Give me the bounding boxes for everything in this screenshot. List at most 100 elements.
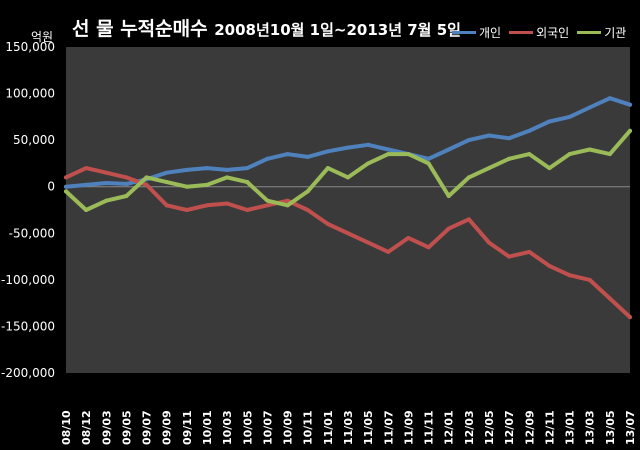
data-point-0 bbox=[184, 167, 189, 172]
legend-swatch-institution bbox=[577, 31, 602, 34]
data-point-1 bbox=[265, 203, 270, 208]
data-point-1 bbox=[426, 245, 431, 250]
x-tick-label: 11/11 bbox=[423, 410, 436, 445]
x-tick-label: 11/05 bbox=[362, 410, 375, 445]
x-tick-label: 08/12 bbox=[80, 410, 93, 445]
x-tick-label: 10/11 bbox=[302, 410, 315, 445]
x-tick-label: 13/03 bbox=[584, 410, 597, 445]
data-point-2 bbox=[205, 182, 209, 187]
x-tick-label: 12/05 bbox=[483, 410, 496, 445]
data-point-0 bbox=[567, 114, 572, 119]
data-point-2 bbox=[245, 180, 250, 185]
data-point-0 bbox=[426, 156, 431, 161]
data-point-0 bbox=[84, 182, 89, 187]
y-tick-label: -150,000 bbox=[1, 319, 55, 333]
data-point-2 bbox=[567, 152, 572, 157]
data-point-1 bbox=[285, 198, 290, 203]
x-tick-label: 11/09 bbox=[402, 410, 415, 445]
data-point-1 bbox=[64, 175, 68, 180]
legend-item-institution: 기관 bbox=[577, 24, 626, 41]
y-tick-label: -100,000 bbox=[1, 273, 55, 287]
chart-title-main: 선 물 누적순매수 bbox=[72, 18, 208, 40]
x-tick-label: 09/09 bbox=[161, 410, 174, 445]
data-point-1 bbox=[366, 240, 371, 245]
data-point-2 bbox=[466, 175, 471, 180]
x-tick-label: 10/03 bbox=[221, 410, 234, 445]
data-point-2 bbox=[406, 152, 411, 157]
x-tick-label: 11/03 bbox=[342, 410, 355, 445]
plot-area bbox=[66, 47, 630, 373]
x-tick-label: 12/03 bbox=[463, 410, 476, 445]
x-tick-label: 10/01 bbox=[201, 410, 214, 445]
data-point-2 bbox=[164, 180, 169, 185]
data-point-2 bbox=[305, 189, 310, 194]
data-point-1 bbox=[144, 182, 149, 187]
x-tick-label: 11/01 bbox=[322, 410, 335, 445]
x-tick-label: 12/11 bbox=[543, 410, 556, 445]
data-point-1 bbox=[84, 166, 89, 171]
x-tick-label: 09/05 bbox=[120, 410, 133, 445]
y-tick-label: -50,000 bbox=[9, 226, 55, 240]
x-tick-label: 09/07 bbox=[141, 410, 154, 445]
y-tick-label: 150,000 bbox=[5, 40, 55, 54]
y-tick-label: -200,000 bbox=[1, 366, 55, 380]
data-point-0 bbox=[325, 149, 330, 154]
data-point-2 bbox=[64, 189, 68, 194]
x-tick-label: 13/01 bbox=[564, 410, 577, 445]
data-point-1 bbox=[104, 170, 109, 175]
data-point-0 bbox=[547, 119, 552, 124]
data-point-1 bbox=[507, 254, 512, 259]
data-point-1 bbox=[527, 249, 532, 254]
data-point-2 bbox=[386, 152, 391, 157]
x-tick-label: 10/07 bbox=[261, 410, 274, 445]
y-tick-label: 50,000 bbox=[13, 133, 55, 147]
data-point-1 bbox=[245, 208, 250, 212]
data-point-1 bbox=[184, 208, 189, 212]
x-tick-label: 09/11 bbox=[181, 410, 194, 445]
chart-title: 선 물 누적순매수 2008년10월 1일~2013년 7월 5일 bbox=[72, 14, 461, 41]
legend-label-foreign: 외국인 bbox=[536, 26, 570, 40]
data-point-0 bbox=[446, 147, 451, 152]
data-point-2 bbox=[285, 203, 290, 208]
data-point-2 bbox=[184, 184, 189, 189]
data-point-1 bbox=[567, 273, 572, 278]
data-point-1 bbox=[406, 235, 411, 240]
data-point-1 bbox=[225, 201, 230, 206]
x-tick-label: 12/07 bbox=[503, 410, 516, 445]
data-point-1 bbox=[628, 315, 632, 320]
data-point-2 bbox=[124, 194, 129, 199]
data-point-2 bbox=[426, 161, 431, 166]
data-point-0 bbox=[607, 96, 612, 101]
data-point-1 bbox=[607, 296, 612, 301]
legend-swatch-foreign bbox=[509, 31, 534, 34]
data-point-0 bbox=[386, 147, 391, 152]
data-point-0 bbox=[366, 142, 371, 147]
data-point-2 bbox=[144, 175, 149, 180]
legend: 개인 외국인 기관 bbox=[452, 24, 626, 41]
data-point-1 bbox=[587, 277, 592, 282]
data-point-0 bbox=[104, 180, 109, 185]
data-point-0 bbox=[285, 152, 290, 157]
data-point-2 bbox=[607, 152, 612, 157]
data-point-0 bbox=[164, 170, 169, 175]
chart-title-range: 2008년10월 1일~2013년 7월 5일 bbox=[214, 21, 461, 39]
legend-label-individual: 개인 bbox=[479, 26, 502, 40]
data-point-2 bbox=[628, 128, 632, 133]
data-point-0 bbox=[124, 181, 129, 186]
data-point-0 bbox=[628, 102, 632, 107]
x-tick-label: 11/07 bbox=[382, 410, 395, 445]
x-tick-label: 08/10 bbox=[60, 410, 73, 445]
data-point-2 bbox=[346, 175, 350, 180]
data-point-0 bbox=[64, 184, 68, 189]
data-point-0 bbox=[245, 166, 250, 171]
data-point-0 bbox=[527, 128, 532, 133]
data-point-1 bbox=[386, 249, 391, 254]
data-point-0 bbox=[265, 156, 270, 161]
data-point-2 bbox=[487, 166, 491, 171]
data-point-1 bbox=[325, 221, 330, 226]
x-tick-label: 10/05 bbox=[241, 410, 254, 445]
data-point-1 bbox=[487, 240, 491, 245]
data-point-2 bbox=[587, 147, 592, 152]
x-tick-label: 13/05 bbox=[604, 410, 617, 445]
